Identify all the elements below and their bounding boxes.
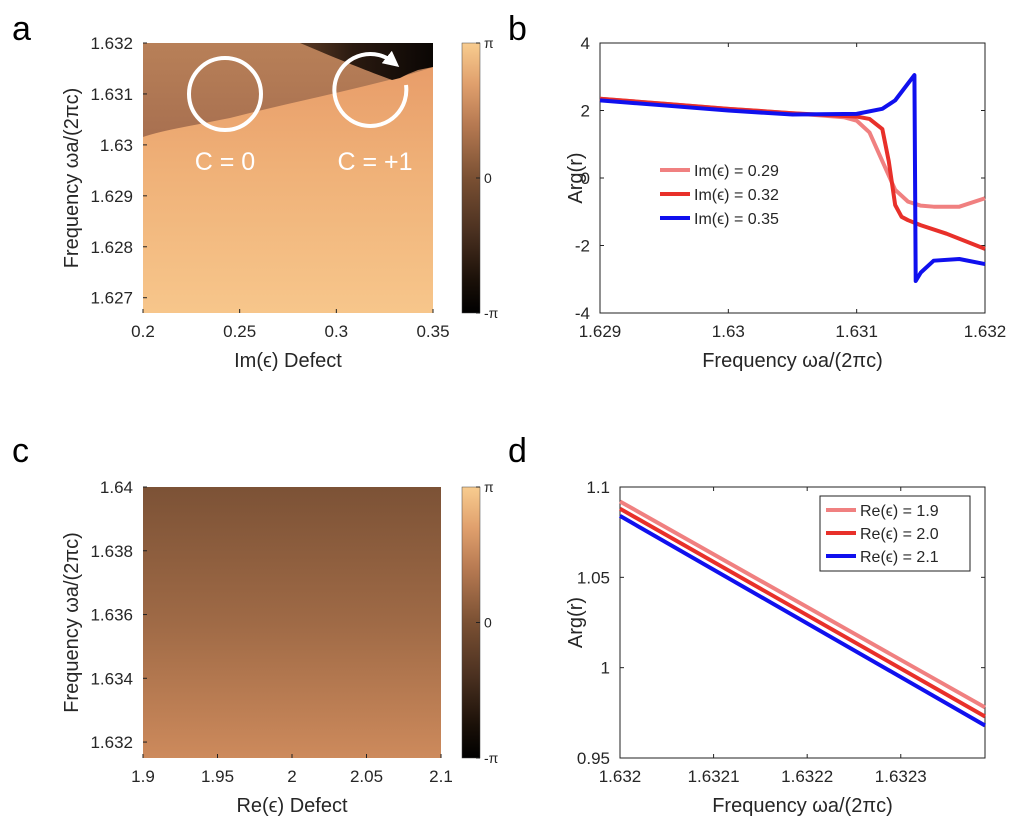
y-axis-label: Frequency ωa/(2πc) bbox=[61, 88, 83, 269]
x-tick-label: 1.632 bbox=[964, 322, 1007, 341]
heatmap-c-field bbox=[143, 487, 441, 758]
legend-label: Re(ϵ) = 2.1 bbox=[860, 549, 939, 566]
y-tick-label: 2 bbox=[581, 102, 590, 121]
series-line bbox=[619, 506, 986, 719]
x-axis-label: Frequency ωa/(2πc) bbox=[712, 795, 893, 817]
axes-a: 0.2 0.25 0.3 0.35 1.627 1.628 1.629 1.63 1.631 1.… bbox=[61, 34, 450, 372]
panel-letter-d: d bbox=[508, 432, 527, 470]
colorbar-a: π 0 -π bbox=[461, 35, 499, 321]
legend-label: Re(ϵ) = 1.9 bbox=[860, 503, 939, 520]
colorbar-tick-label: 0 bbox=[484, 615, 492, 631]
series-b bbox=[599, 73, 986, 283]
y-tick-label: 1.628 bbox=[90, 238, 133, 257]
panel-b-line-chart: 1.629 1.63 1.631 1.632 4 2 0 -2 -4 Frequency ωa/(… bbox=[565, 34, 1006, 372]
x-tick-label: 1.629 bbox=[579, 322, 622, 341]
legend-label: Im(ϵ) = 0.35 bbox=[694, 211, 779, 228]
panel-c-heatmap: 1.9 1.95 2 2.05 2.1 1.632 1.634 1.636 1.638 1.64 R… bbox=[61, 478, 499, 817]
plot-frame-b bbox=[599, 42, 986, 314]
series-line bbox=[619, 499, 986, 710]
colorbar-tick-label: 0 bbox=[484, 170, 492, 186]
series-line bbox=[599, 96, 986, 251]
y-tick-label: 1.636 bbox=[90, 606, 133, 625]
x-tick-label: 1.631 bbox=[835, 322, 878, 341]
y-tick-label: 1.64 bbox=[100, 478, 133, 497]
y-axis-label: Arg(r) bbox=[565, 597, 587, 648]
y-tick-label: 1.632 bbox=[90, 733, 133, 752]
panel-letter-c: c bbox=[12, 432, 29, 470]
y-tick-label: -2 bbox=[575, 237, 590, 256]
series-d bbox=[619, 499, 986, 728]
x-tick-label: 0.3 bbox=[325, 322, 349, 341]
legend-label: Im(ϵ) = 0.32 bbox=[694, 187, 779, 204]
x-axis-label: Frequency ωa/(2πc) bbox=[702, 350, 883, 372]
x-tick-label: 1.63 bbox=[712, 322, 745, 341]
panel-letter-b: b bbox=[508, 10, 527, 48]
legend-b: Im(ϵ) = 0.29 Im(ϵ) = 0.32 Im(ϵ) = 0.35 bbox=[660, 163, 779, 228]
annotation-c1-label: C = +1 bbox=[337, 148, 412, 176]
colorbar-tick-label: π bbox=[484, 35, 494, 51]
y-tick-label: 1.638 bbox=[90, 542, 133, 561]
y-tick-label: 1.631 bbox=[90, 85, 133, 104]
y-tick-label: 1.634 bbox=[90, 669, 133, 688]
legend-label: Im(ϵ) = 0.29 bbox=[694, 163, 779, 180]
y-axis-label: Arg(r) bbox=[565, 152, 587, 203]
axes-b: 1.629 1.63 1.631 1.632 4 2 0 -2 -4 Frequency ωa/(… bbox=[565, 34, 1006, 372]
x-tick-label: 1.95 bbox=[201, 767, 234, 786]
y-tick-label: 0 bbox=[581, 169, 590, 188]
x-tick-label: 0.2 bbox=[131, 322, 155, 341]
y-tick-label: 1.627 bbox=[90, 289, 133, 308]
axes-c: 1.9 1.95 2 2.05 2.1 1.632 1.634 1.636 1.638 1.64 R… bbox=[61, 478, 453, 817]
colorbar-tick-label: -π bbox=[484, 750, 499, 766]
panel-letter-a: a bbox=[12, 10, 31, 48]
x-tick-label: 1.6321 bbox=[688, 767, 740, 786]
legend-label: Re(ϵ) = 2.0 bbox=[860, 526, 939, 543]
panel-d-line-chart: 1.632 1.6321 1.6322 1.6323 1.1 1.05 1 0.95 Frequ… bbox=[565, 478, 986, 817]
x-tick-label: 1.632 bbox=[599, 767, 642, 786]
series-line bbox=[599, 73, 986, 283]
y-tick-label: 1.1 bbox=[586, 478, 610, 497]
heatmap-a-branch-cut bbox=[300, 43, 433, 80]
x-tick-label: 2.05 bbox=[350, 767, 383, 786]
y-tick-label: 4 bbox=[581, 34, 590, 53]
y-tick-label: 1.05 bbox=[577, 568, 610, 587]
x-tick-label: 1.6322 bbox=[781, 767, 833, 786]
y-tick-label: 1.63 bbox=[100, 136, 133, 155]
x-tick-label: 2 bbox=[287, 767, 296, 786]
annotation-circle-c0 bbox=[187, 56, 263, 132]
annotation-c0-label: C = 0 bbox=[195, 148, 255, 176]
x-axis-label: Im(ϵ) Defect bbox=[234, 350, 342, 372]
y-tick-label: 1.632 bbox=[90, 34, 133, 53]
legend-d: Re(ϵ) = 1.9 Re(ϵ) = 2.0 Re(ϵ) = 2.1 bbox=[819, 495, 971, 572]
axes-d: 1.632 1.6321 1.6322 1.6323 1.1 1.05 1 0.95 Frequ… bbox=[565, 478, 986, 817]
colorbar-tick-label: -π bbox=[484, 305, 499, 321]
plot-frame-d bbox=[619, 486, 986, 759]
x-tick-label: 0.35 bbox=[416, 322, 449, 341]
x-axis-label: Re(ϵ) Defect bbox=[236, 795, 348, 817]
x-tick-label: 1.6323 bbox=[875, 767, 927, 786]
annotation-winding-arrow bbox=[332, 50, 409, 128]
y-axis-label: Frequency ωa/(2πc) bbox=[61, 532, 83, 713]
series-line bbox=[619, 514, 986, 728]
x-tick-label: 0.25 bbox=[223, 322, 256, 341]
colorbar-tick-label: π bbox=[484, 479, 494, 495]
y-tick-label: 1 bbox=[601, 659, 610, 678]
y-tick-label: 1.629 bbox=[90, 187, 133, 206]
x-tick-label: 1.9 bbox=[131, 767, 155, 786]
panel-a-heatmap: C = 0 C = +1 0.2 0.25 0.3 0.35 1.627 1.628 1.6… bbox=[61, 34, 499, 372]
x-tick-label: 2.1 bbox=[429, 767, 453, 786]
colorbar-c: π 0 -π bbox=[461, 479, 499, 766]
y-tick-label: 0.95 bbox=[577, 749, 610, 768]
y-tick-label: -4 bbox=[575, 304, 590, 323]
